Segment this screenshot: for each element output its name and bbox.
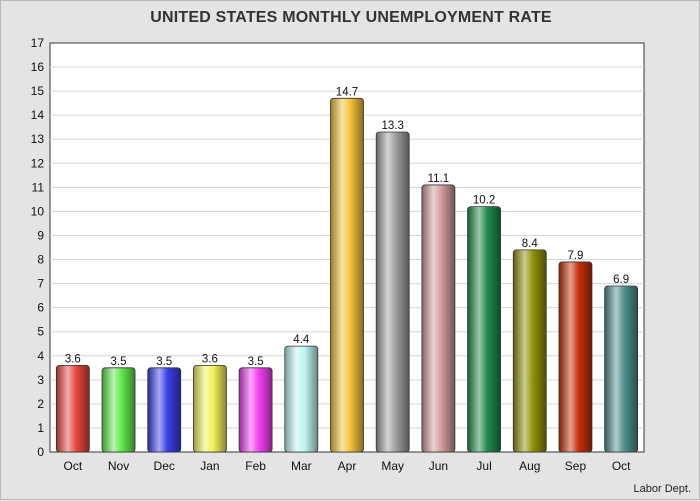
value-label: 3.6 bbox=[202, 353, 218, 365]
y-tick-label: 1 bbox=[37, 421, 44, 435]
y-tick-label: 15 bbox=[31, 84, 45, 98]
value-label: 14.7 bbox=[336, 86, 358, 98]
y-tick-label: 17 bbox=[31, 36, 45, 50]
x-tick-label: Nov bbox=[108, 459, 129, 473]
bar bbox=[55, 364, 90, 453]
value-label: 6.9 bbox=[613, 274, 629, 286]
bar bbox=[238, 367, 273, 453]
y-tick-label: 8 bbox=[37, 253, 44, 267]
y-tick-label: 9 bbox=[37, 228, 44, 242]
bar bbox=[558, 261, 593, 453]
source-note: Labor Dept. bbox=[633, 483, 691, 495]
x-tick-label: May bbox=[381, 459, 404, 473]
value-label: 4.4 bbox=[293, 334, 310, 346]
bar bbox=[101, 367, 136, 453]
chart-title: UNITED STATES MONTHLY UNEMPLOYMENT RATE bbox=[150, 9, 552, 26]
value-label: 8.4 bbox=[522, 238, 539, 250]
x-axis-labels: Oct Nov Dec Jan Feb Mar Apr May Jun Jul Aug Sep Oct bbox=[64, 459, 632, 473]
value-labels: 3.6 3.5 3.5 3.6 3.5 4.4 14.7 13.3 11.1 10.2 8.4 7.9… bbox=[65, 86, 629, 367]
value-label: 3.5 bbox=[156, 356, 172, 368]
y-tick-label: 16 bbox=[31, 60, 45, 74]
y-tick-label: 2 bbox=[37, 397, 44, 411]
x-tick-label: Apr bbox=[338, 459, 357, 473]
x-tick-label: Jul bbox=[476, 459, 491, 473]
bars bbox=[55, 97, 639, 453]
value-label: 13.3 bbox=[381, 120, 403, 132]
x-tick-label: Jun bbox=[429, 459, 448, 473]
bar bbox=[512, 249, 547, 453]
value-label: 7.9 bbox=[567, 250, 583, 262]
x-tick-label: Sep bbox=[565, 459, 587, 473]
x-tick-label: Oct bbox=[64, 459, 83, 473]
y-tick-label: 5 bbox=[37, 325, 44, 339]
y-tick-label: 3 bbox=[37, 373, 44, 387]
y-tick-label: 12 bbox=[31, 156, 45, 170]
x-tick-label: Oct bbox=[612, 459, 631, 473]
value-label: 11.1 bbox=[428, 173, 450, 185]
y-tick-label: 0 bbox=[37, 445, 44, 459]
value-label: 3.5 bbox=[111, 356, 127, 368]
bar bbox=[604, 285, 639, 453]
y-tick-label: 11 bbox=[32, 180, 45, 194]
x-tick-label: Jan bbox=[200, 459, 219, 473]
y-tick-label: 4 bbox=[37, 349, 44, 363]
bar bbox=[330, 97, 364, 453]
x-tick-label: Mar bbox=[291, 459, 312, 473]
bar bbox=[284, 345, 319, 453]
x-tick-label: Dec bbox=[154, 459, 175, 473]
value-label: 10.2 bbox=[473, 195, 495, 207]
y-tick-label: 7 bbox=[37, 277, 44, 291]
value-label: 3.5 bbox=[248, 356, 264, 368]
y-tick-label: 14 bbox=[31, 108, 45, 122]
value-label: 3.6 bbox=[65, 353, 81, 365]
bar bbox=[375, 131, 410, 453]
y-tick-label: 10 bbox=[31, 204, 45, 218]
x-tick-label: Aug bbox=[519, 459, 540, 473]
x-tick-label: Feb bbox=[245, 459, 266, 473]
bar bbox=[467, 206, 501, 453]
y-tick-label: 13 bbox=[31, 132, 45, 146]
bar bbox=[147, 367, 182, 453]
bar bbox=[421, 184, 456, 453]
y-tick-label: 6 bbox=[37, 301, 44, 315]
bar bbox=[193, 364, 227, 453]
